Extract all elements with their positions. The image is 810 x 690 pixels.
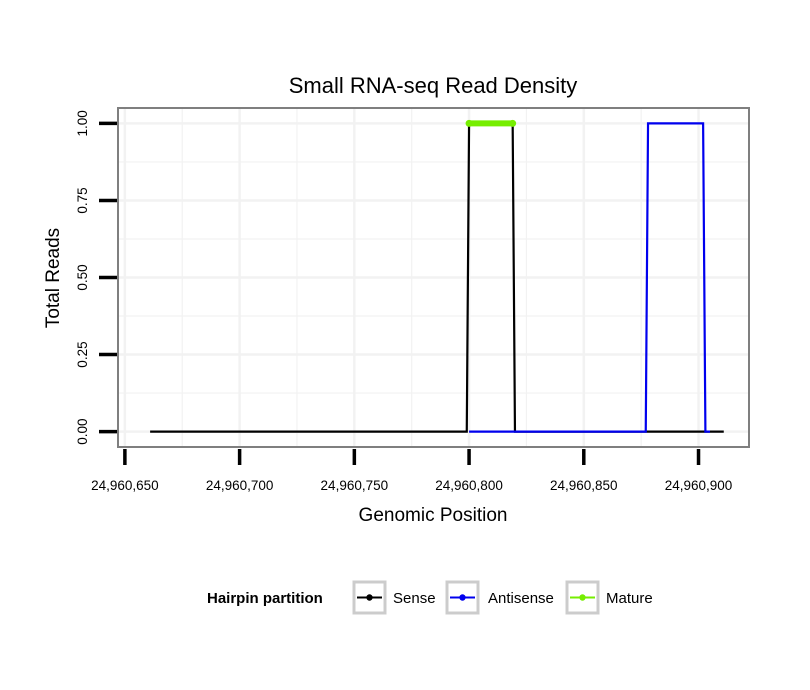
data-point-mature [509, 119, 517, 127]
x-axis: 24,960,650 24,960,700 24,960,750 24,960,800… [91, 449, 732, 493]
x-tick-label: 24,960,850 [550, 478, 618, 493]
x-tick-label: 24,960,650 [91, 478, 159, 493]
x-tick-label: 24,960,750 [321, 478, 389, 493]
legend-title: Hairpin partition [207, 590, 323, 607]
plot-series [150, 119, 724, 433]
y-axis-title: Total Reads [43, 228, 64, 328]
legend-label-antisense: Antisense [488, 590, 554, 607]
legend-key-point-antisense [459, 594, 466, 601]
legend-label-sense: Sense [393, 590, 436, 607]
legend-item-mature: Mature [565, 580, 653, 615]
legend-item-sense: Sense [352, 580, 436, 615]
chart-title: Small RNA-seq Read Density [289, 73, 578, 98]
x-tick-label: 24,960,700 [206, 478, 274, 493]
legend-key-point-mature [579, 594, 586, 601]
y-axis: 0.00 0.25 0.50 0.75 1.00 [75, 110, 117, 445]
grid [118, 108, 749, 447]
plot-panel-border [117, 107, 750, 448]
data-point-mature [465, 119, 473, 127]
x-tick-label: 24,960,900 [665, 478, 733, 493]
y-tick-label: 1.00 [75, 110, 90, 136]
x-axis-title: Genomic Position [359, 505, 508, 526]
y-tick-label: 0.50 [75, 264, 90, 290]
legend-item-antisense: Antisense [445, 580, 554, 615]
y-tick-label: 0.25 [75, 341, 90, 367]
y-tick-label: 0.00 [75, 418, 90, 444]
x-tick-label: 24,960,800 [435, 478, 503, 493]
legend-label-mature: Mature [606, 590, 653, 607]
y-tick-label: 0.75 [75, 187, 90, 213]
series-line-antisense [469, 122, 710, 433]
legend-key-point-sense [366, 594, 373, 601]
legend: Hairpin partition Sense Antisense Mature [207, 580, 653, 615]
